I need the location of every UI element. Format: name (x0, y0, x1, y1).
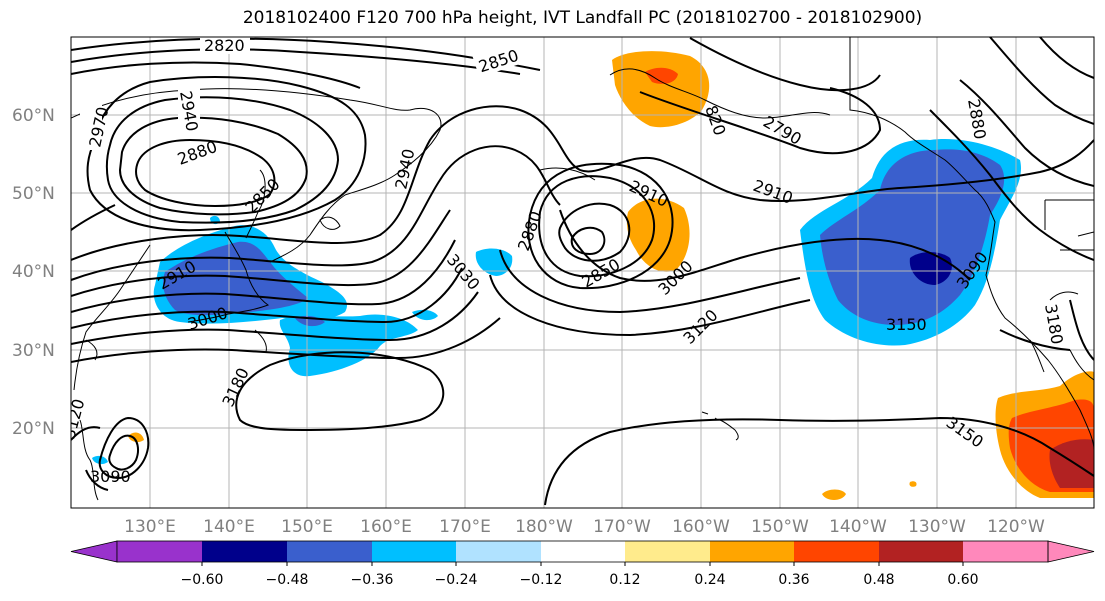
contour-label: 3090 (90, 467, 131, 486)
lat-label: 30°N (12, 341, 55, 361)
colorbar-swatch (710, 541, 794, 562)
colorbar-swatch (879, 541, 963, 562)
shaded-field (92, 51, 1094, 500)
colorbar-swatch (202, 541, 287, 562)
lon-label: 140°E (203, 517, 255, 537)
colorbar-tick-label: −0.60 (181, 572, 224, 588)
colorbar-swatch (794, 541, 879, 562)
lon-label: 150°E (281, 517, 333, 537)
latitude-labels: 60°N 50°N 40°N 30°N 20°N (12, 106, 55, 439)
colorbar-tick-label: 0.24 (694, 572, 725, 588)
lon-label: 160°E (360, 517, 412, 537)
colorbar-tick-label: 0.12 (609, 572, 640, 588)
colorbar-tick-label: −0.24 (435, 572, 478, 588)
pos-region-central (626, 198, 690, 272)
lon-label: 130°W (908, 517, 966, 537)
lat-label: 50°N (12, 184, 55, 204)
colorbar-swatch (963, 541, 1048, 562)
colorbar-tick-label: 0.36 (778, 572, 809, 588)
colorbar: −0.60 −0.48 −0.36 −0.24 −0.12 0.12 0.24 … (70, 540, 1095, 588)
map-title: 2018102400 F120 700 hPa height, IVT Land… (242, 8, 923, 28)
colorbar-extend-right (1047, 540, 1095, 563)
colorbar-swatch (456, 541, 541, 562)
colorbar-swatch (541, 541, 625, 562)
lon-label: 170°E (439, 517, 491, 537)
height-contours (71, 37, 1094, 506)
lat-label: 20°N (12, 419, 55, 439)
colorbar-tick-label: 0.48 (863, 572, 894, 588)
colorbar-tick-label: −0.36 (351, 572, 394, 588)
colorbar-swatch (287, 541, 372, 562)
colorbar-tick-labels: −0.60 −0.48 −0.36 −0.24 −0.12 0.12 0.24 … (181, 572, 979, 588)
lon-label: 170°W (593, 517, 651, 537)
colorbar-swatches (70, 540, 1095, 566)
colorbar-outline (116, 540, 1049, 563)
lon-label: 150°W (751, 517, 809, 537)
lon-label: 140°W (829, 517, 887, 537)
lon-label: 130°E (124, 517, 176, 537)
contour-label: 2820 (204, 36, 245, 55)
colorbar-tick-label: −0.48 (266, 572, 309, 588)
colorbar-swatch (625, 541, 710, 562)
lon-label: 180°W (515, 517, 573, 537)
lon-label: 160°W (672, 517, 730, 537)
lat-label: 60°N (12, 106, 55, 126)
colorbar-swatch (117, 541, 202, 562)
colorbar-tick-label: −0.12 (520, 572, 563, 588)
colorbar-extend-left (70, 540, 118, 563)
map-border (70, 36, 1095, 509)
lon-label: 120°W (987, 517, 1045, 537)
longitude-labels: 130°E 140°E 150°E 160°E 170°E 180°W 170°… (124, 517, 1045, 537)
contour-label: 3150 (886, 315, 927, 334)
colorbar-tick-label: 0.60 (947, 572, 978, 588)
lat-label: 40°N (12, 262, 55, 282)
colorbar-swatch (372, 541, 456, 562)
